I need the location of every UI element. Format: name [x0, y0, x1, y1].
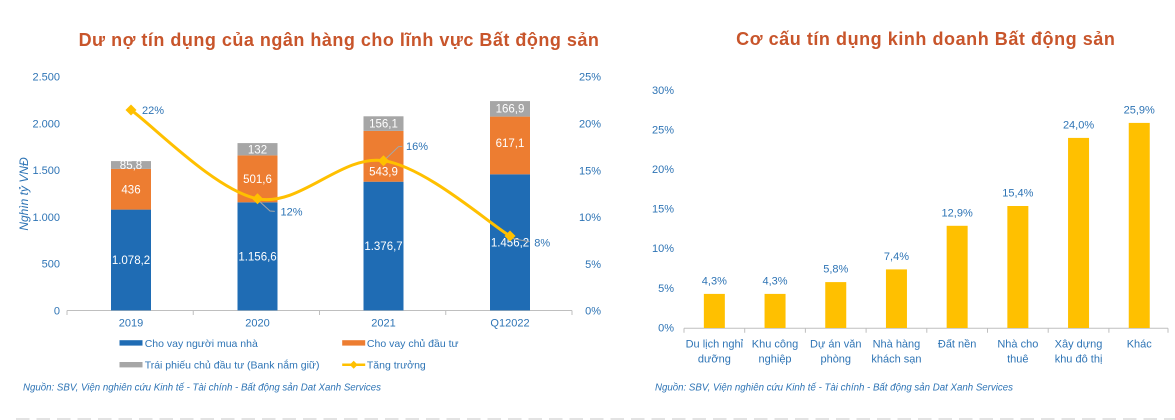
svg-text:501,6: 501,6 [243, 174, 272, 186]
svg-text:Tăng trưởng: Tăng trưởng [367, 360, 426, 372]
svg-text:500: 500 [42, 259, 60, 271]
svg-text:5,8%: 5,8% [823, 264, 848, 276]
svg-text:thuê: thuê [1007, 353, 1028, 365]
svg-text:Đất nền: Đất nền [938, 338, 977, 350]
svg-text:Cơ cấu tín dụng kinh doanh Bất: Cơ cấu tín dụng kinh doanh Bất động sản [736, 29, 1115, 49]
svg-text:1.500: 1.500 [32, 165, 60, 177]
svg-text:0%: 0% [585, 306, 601, 318]
svg-text:1.376,7: 1.376,7 [364, 241, 402, 253]
svg-text:12%: 12% [281, 206, 303, 218]
svg-text:2.500: 2.500 [32, 72, 60, 84]
svg-text:Nguồn: SBV, Viện nghiên cứu K: Nguồn: SBV, Viện nghiên cứu Kinh tế - Tà… [23, 383, 381, 394]
svg-text:617,1: 617,1 [496, 138, 525, 150]
svg-text:12,9%: 12,9% [942, 207, 973, 219]
svg-text:22%: 22% [142, 105, 164, 117]
svg-text:7,4%: 7,4% [884, 251, 909, 263]
svg-text:phòng: phòng [820, 353, 851, 365]
svg-text:166,9: 166,9 [496, 104, 525, 116]
svg-text:16%: 16% [406, 141, 428, 153]
svg-text:Dự án văn: Dự án văn [810, 338, 861, 350]
svg-text:Xây dựng: Xây dựng [1055, 338, 1103, 350]
svg-text:132: 132 [248, 144, 267, 156]
svg-text:1.156,6: 1.156,6 [238, 251, 276, 263]
svg-text:25%: 25% [579, 72, 601, 84]
svg-text:2019: 2019 [119, 318, 143, 330]
svg-text:24,0%: 24,0% [1063, 119, 1094, 131]
svg-text:10%: 10% [579, 212, 601, 224]
svg-text:Nghìn tỷ VNĐ: Nghìn tỷ VNĐ [17, 157, 31, 231]
svg-text:8%: 8% [534, 237, 550, 249]
svg-text:Nhà cho: Nhà cho [997, 338, 1038, 350]
svg-text:20%: 20% [579, 119, 601, 131]
svg-text:Cho vay người mua nhà: Cho vay người mua nhà [145, 338, 258, 350]
svg-text:2021: 2021 [371, 318, 395, 330]
svg-text:1.000: 1.000 [32, 212, 60, 224]
svg-text:Khác: Khác [1127, 338, 1153, 350]
svg-text:5%: 5% [658, 283, 674, 295]
svg-text:nghiệp: nghiệp [759, 353, 792, 365]
svg-text:Du lịch nghỉ: Du lịch nghỉ [686, 338, 744, 350]
svg-text:10%: 10% [652, 243, 674, 255]
svg-text:2020: 2020 [245, 318, 269, 330]
svg-text:15%: 15% [652, 204, 674, 216]
svg-text:436: 436 [121, 184, 140, 196]
svg-text:5%: 5% [585, 259, 601, 271]
svg-text:0: 0 [54, 305, 60, 317]
svg-text:543,9: 543,9 [369, 166, 398, 178]
svg-text:Q12022: Q12022 [490, 318, 529, 330]
svg-text:Nhà hàng: Nhà hàng [873, 338, 921, 350]
svg-text:25%: 25% [652, 124, 674, 136]
svg-text:15,4%: 15,4% [1002, 188, 1033, 200]
svg-text:1.456,2: 1.456,2 [491, 237, 529, 249]
svg-text:Trái phiếu chủ đầu tư (Bank nắ: Trái phiếu chủ đầu tư (Bank nắm giữ) [145, 359, 320, 372]
svg-text:4,3%: 4,3% [763, 275, 788, 287]
svg-text:Cho vay chủ đầu tư: Cho vay chủ đầu tư [367, 338, 459, 350]
svg-text:15%: 15% [579, 165, 601, 177]
svg-text:khách sạn: khách sạn [871, 353, 921, 365]
svg-text:1.078,2: 1.078,2 [112, 255, 150, 267]
svg-text:khu đô thị: khu đô thị [1055, 353, 1103, 365]
svg-text:Nguồn: SBV, Viện nghiên cứu K: Nguồn: SBV, Viện nghiên cứu Kinh tế - Tà… [655, 383, 1013, 394]
svg-text:4,3%: 4,3% [702, 275, 727, 287]
svg-text:30%: 30% [652, 85, 674, 97]
svg-text:0%: 0% [658, 322, 674, 334]
svg-text:85,8: 85,8 [120, 160, 142, 172]
svg-text:156,1: 156,1 [369, 119, 398, 131]
svg-text:Dư nợ tín dụng của ngân hàng c: Dư nợ tín dụng của ngân hàng cho lĩnh vự… [79, 30, 600, 50]
svg-text:20%: 20% [652, 164, 674, 176]
svg-text:2.000: 2.000 [32, 118, 60, 130]
svg-text:25,9%: 25,9% [1124, 104, 1155, 116]
svg-text:dưỡng: dưỡng [698, 353, 731, 365]
svg-text:Khu công: Khu công [752, 338, 798, 350]
